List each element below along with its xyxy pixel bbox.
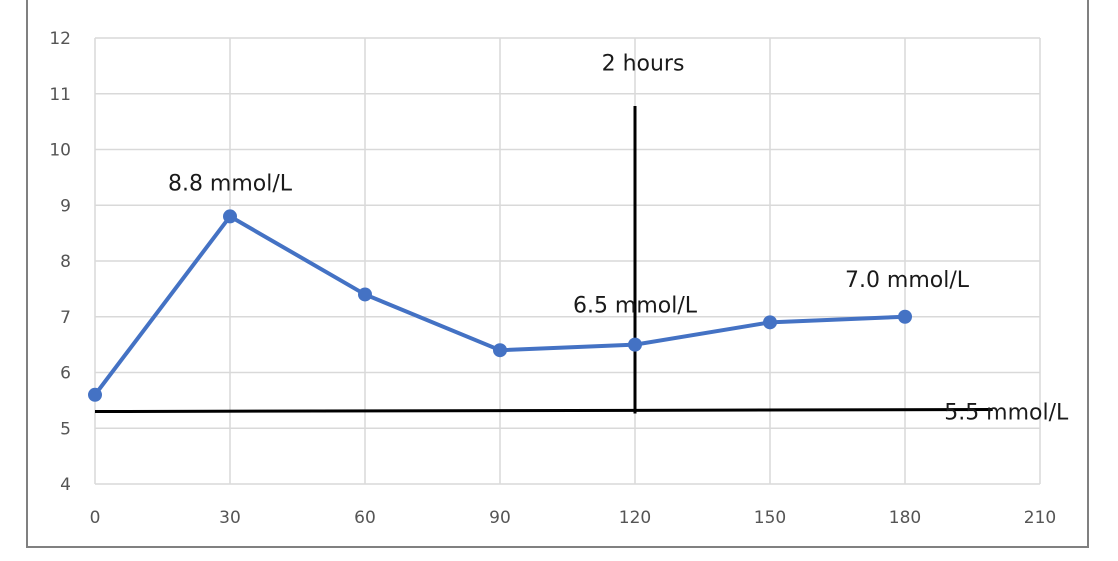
data-point [763, 315, 777, 330]
data-point [898, 309, 912, 324]
y-tick-label: 6 [60, 364, 71, 384]
y-tick-label: 9 [60, 196, 71, 216]
y-tick-label: 7 [60, 308, 71, 328]
grid-layer [94, 37, 1041, 485]
data-point [358, 287, 372, 302]
threshold-line [94, 408, 993, 414]
chart-frame [26, 0, 1089, 548]
y-tick-label: 8 [60, 252, 71, 272]
two-hour-label: 2 hours [602, 51, 685, 76]
data-point [88, 387, 102, 402]
y-tick-label: 4 [60, 475, 71, 495]
data-label: 8.8 mmol/L [168, 171, 293, 196]
data-point [493, 343, 507, 358]
data-label: 6.5 mmol/L [573, 294, 698, 319]
reference-lines: 5.5 mmol/L 2 hours [94, 51, 1069, 426]
x-tick-label: 120 [619, 508, 651, 528]
y-tick-label: 12 [49, 29, 71, 49]
x-tick-label: 0 [90, 508, 101, 528]
x-tick-label: 30 [219, 508, 241, 528]
y-tick-label: 10 [49, 141, 71, 161]
data-point [223, 209, 237, 224]
series-layer [88, 209, 912, 402]
x-tick-label: 210 [1024, 508, 1056, 528]
y-tick-label: 11 [49, 85, 71, 105]
x-tick-label: 60 [354, 508, 376, 528]
x-tick-label: 150 [754, 508, 786, 528]
threshold-label: 5.5 mmol/L [944, 401, 1069, 426]
x-tick-label: 180 [889, 508, 921, 528]
annotation-layer: 8.8 mmol/L 6.5 mmol/L 7.0 mmol/L [168, 171, 970, 318]
y-tick-label: 5 [60, 419, 71, 439]
data-label: 7.0 mmol/L [845, 268, 970, 293]
data-point [628, 337, 642, 352]
x-tick-label: 90 [489, 508, 511, 528]
